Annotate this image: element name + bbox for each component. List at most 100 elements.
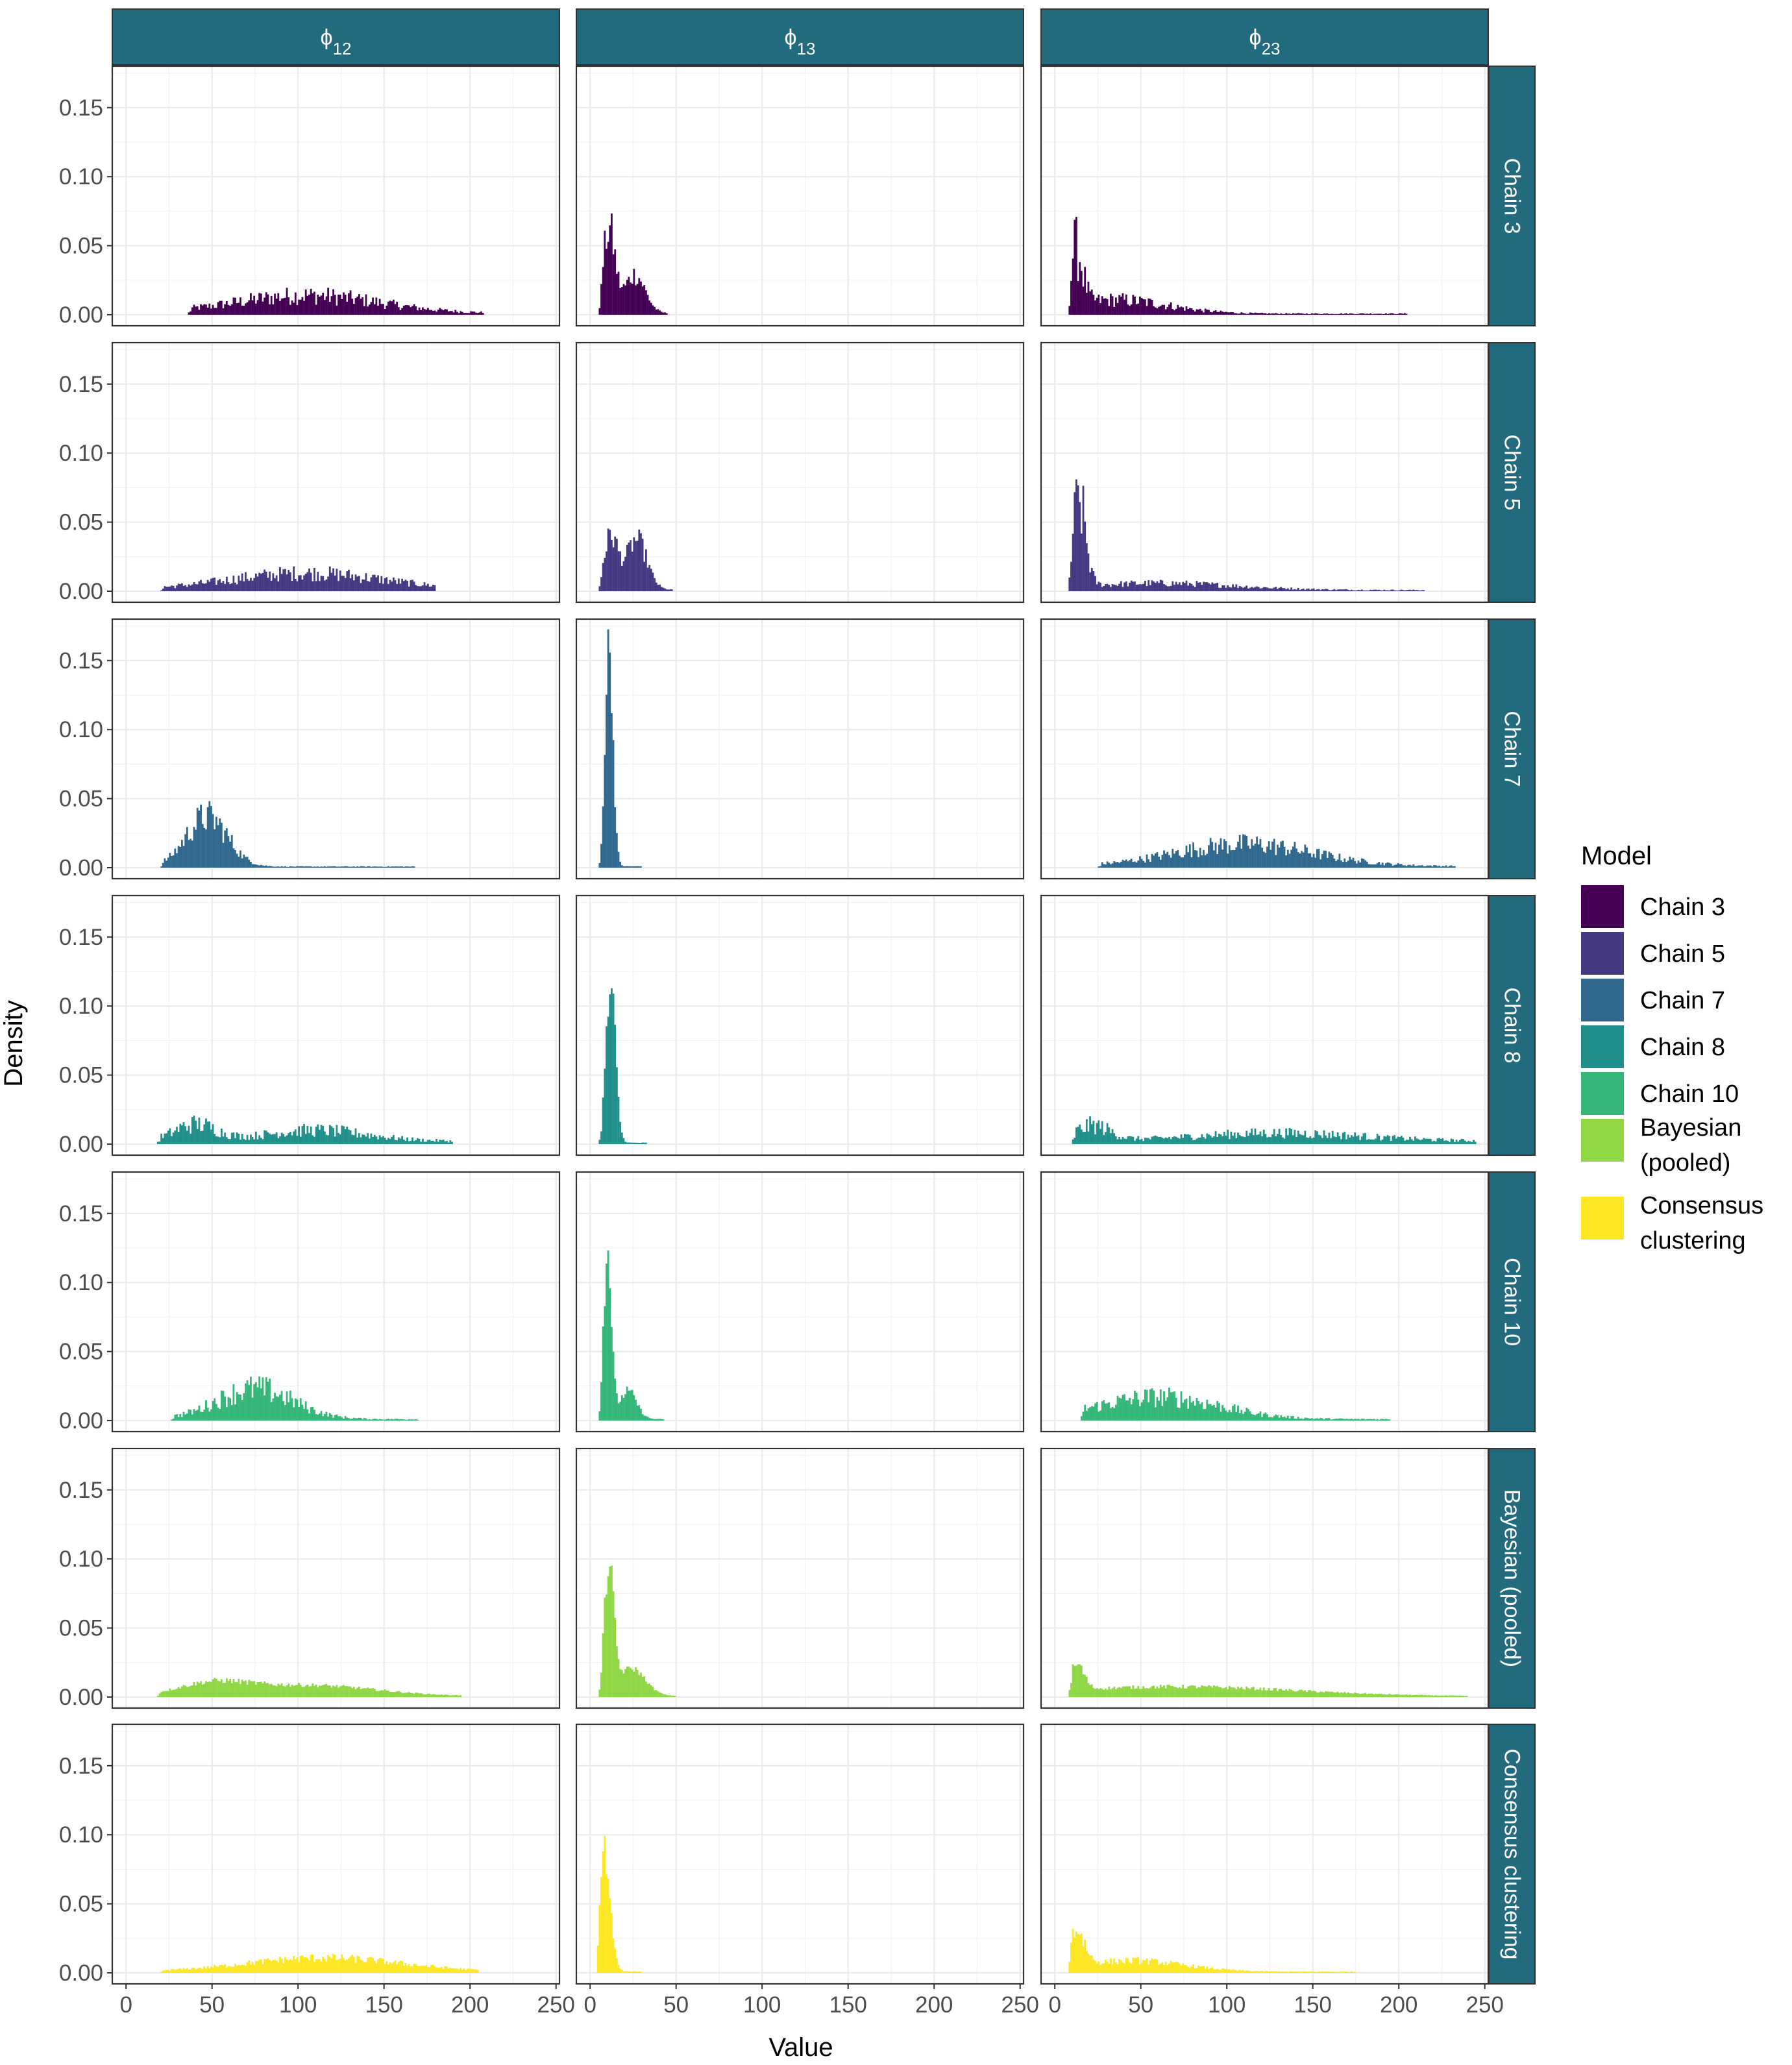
histogram-bar	[230, 835, 233, 868]
histogram-bar	[188, 1970, 190, 1973]
histogram-bar	[620, 565, 623, 591]
histogram-bar	[1122, 1395, 1124, 1421]
histogram-bar	[1164, 853, 1167, 868]
histogram-bar	[160, 1133, 162, 1144]
histogram-bar	[167, 587, 169, 591]
histogram-bar	[186, 1687, 188, 1697]
histogram-bar	[399, 866, 402, 868]
histogram-bar	[1323, 589, 1325, 591]
histogram-bar	[260, 573, 262, 591]
histogram-bar	[1355, 1136, 1358, 1144]
y-tick-label: 0.00	[59, 1961, 103, 1986]
histogram-bar	[1113, 861, 1116, 868]
gridlines	[576, 896, 1024, 1155]
histogram-bar	[258, 1376, 261, 1421]
histogram-bar	[1290, 1689, 1293, 1697]
histogram-bar	[665, 1694, 668, 1697]
histogram-bar	[1105, 1688, 1107, 1697]
histogram-bar	[360, 299, 362, 315]
histogram-bar	[1282, 1971, 1284, 1973]
histogram-bar	[1457, 1695, 1460, 1697]
histogram-bar	[220, 1964, 223, 1973]
histogram-bar	[432, 1964, 434, 1973]
histogram-bar	[246, 1685, 249, 1697]
histogram-bar	[265, 865, 267, 868]
histogram-bar	[230, 1683, 233, 1697]
histogram-bar	[212, 814, 214, 868]
histogram-bar	[399, 310, 402, 315]
histogram-bar	[1156, 851, 1159, 868]
histogram-bar	[171, 1969, 173, 1973]
histogram-bar	[343, 576, 345, 591]
histogram-bar	[1416, 866, 1418, 868]
histogram-bar	[232, 1679, 235, 1697]
histogram-bar	[260, 864, 262, 868]
histogram-bar	[1085, 1119, 1088, 1144]
histogram-bar	[251, 1962, 254, 1973]
histogram-bar	[1452, 1695, 1454, 1697]
histogram-bar	[319, 1959, 321, 1973]
histogram-bar	[368, 1138, 371, 1144]
histogram-bar	[402, 581, 405, 591]
histogram-bar	[609, 994, 611, 1144]
histogram-bar	[1404, 313, 1406, 315]
histogram-bar	[317, 1959, 319, 1973]
histogram-bar	[1412, 864, 1415, 868]
histogram-bar	[1080, 1416, 1083, 1421]
histogram-bar	[234, 1681, 236, 1697]
histogram-bar	[190, 1410, 192, 1421]
histogram-bar	[1268, 313, 1270, 315]
histogram-bar	[1340, 1692, 1342, 1697]
histogram-bar	[182, 846, 185, 868]
histogram-bar	[214, 829, 216, 868]
histogram-bar	[349, 1130, 352, 1144]
histogram-bar	[602, 1851, 604, 1973]
histogram-bar	[378, 299, 381, 315]
histogram-bar	[176, 1127, 178, 1144]
histogram-bar	[225, 828, 228, 868]
histogram-bar	[229, 841, 231, 868]
histogram-bar	[1321, 1418, 1323, 1421]
histogram-bar	[1428, 865, 1430, 868]
histogram-bar	[1158, 857, 1160, 868]
histogram-bar	[267, 294, 269, 315]
histogram-bar	[1357, 589, 1360, 591]
histogram-bar	[308, 1960, 310, 1973]
histogram-bar	[1362, 313, 1365, 315]
histogram-bar	[1275, 1688, 1277, 1697]
legend-label: Chain 3	[1640, 894, 1725, 921]
histogram-bar	[1172, 848, 1174, 868]
histogram-bar	[612, 740, 615, 868]
histogram-bar	[622, 284, 625, 315]
histogram-bar	[253, 1139, 256, 1144]
histogram-bar	[377, 305, 379, 315]
histogram-bar	[334, 1136, 336, 1144]
histogram-bar	[1268, 1417, 1270, 1421]
histogram-bar	[296, 1399, 299, 1421]
histogram-bar	[1089, 1407, 1091, 1421]
histogram-bar	[1214, 310, 1217, 315]
histogram-bar	[1190, 1137, 1193, 1144]
histogram-bar	[358, 1686, 360, 1697]
histogram-bar	[1203, 849, 1205, 868]
histogram-bar	[282, 298, 285, 315]
histogram-bar	[1199, 308, 1201, 315]
histogram-bar	[1323, 1692, 1325, 1697]
histogram-bar	[274, 578, 276, 591]
histogram-bar	[1237, 842, 1239, 868]
histogram-bar	[411, 1966, 413, 1973]
histogram-bar	[1227, 1129, 1229, 1144]
histogram-bar	[628, 1667, 630, 1697]
histogram-bar	[1108, 1964, 1111, 1973]
histogram-bar	[1424, 1694, 1427, 1697]
histogram-bar	[206, 1407, 209, 1421]
histogram-bar	[628, 866, 630, 868]
histogram-bar	[1187, 1134, 1190, 1144]
histogram-bar	[269, 1133, 271, 1144]
histogram-bar	[1153, 1685, 1155, 1697]
histogram-bar	[286, 1135, 288, 1144]
histogram-bar	[246, 1134, 249, 1144]
histogram-bar	[351, 1955, 354, 1973]
histogram-bar	[382, 866, 384, 868]
histogram-bar	[1280, 1415, 1283, 1421]
